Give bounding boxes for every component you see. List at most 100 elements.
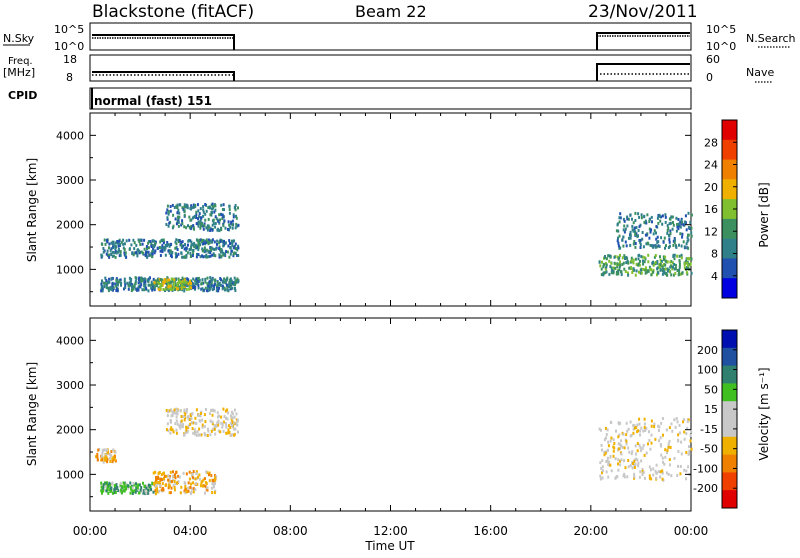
- power-cell: [108, 280, 111, 284]
- power-cell: [181, 240, 184, 244]
- velocity-cell: [603, 438, 606, 442]
- velocity-cell: [233, 415, 236, 419]
- velocity-cell: [213, 424, 216, 428]
- power-cell: [605, 263, 608, 267]
- velocity-colorbar-swatch: [722, 330, 737, 349]
- velocity-cell: [661, 469, 664, 473]
- power-cell: [119, 253, 122, 257]
- power-cell: [666, 231, 669, 235]
- power-cell: [151, 288, 154, 292]
- power-cell: [204, 203, 207, 206]
- power-cell: [669, 232, 672, 236]
- power-cell: [194, 243, 197, 247]
- velocity-cell: [636, 442, 639, 445]
- velocity-cell: [191, 412, 194, 416]
- power-cell: [618, 246, 621, 250]
- velocity-cell: [214, 482, 216, 485]
- power-cell: [683, 266, 686, 270]
- power-cell: [151, 252, 154, 256]
- nsky-label: N.Sky: [3, 32, 35, 45]
- power-cell: [172, 224, 175, 228]
- power-cell: [159, 254, 162, 257]
- velocity-cell: [233, 433, 236, 437]
- power-cell: [205, 209, 208, 213]
- velocity-ytick-label: 1000: [56, 468, 84, 481]
- velocity-cell: [122, 488, 125, 492]
- power-cell: [218, 283, 220, 287]
- power-cell: [166, 276, 169, 280]
- power-cell: [209, 229, 212, 232]
- velocity-cell: [174, 422, 177, 426]
- power-cell: [198, 215, 201, 219]
- power-cell: [235, 278, 238, 282]
- power-cell: [142, 251, 145, 255]
- power-cell: [662, 240, 665, 244]
- power-cell: [185, 246, 188, 250]
- power-cell: [649, 267, 652, 271]
- power-cell: [112, 254, 115, 258]
- power-cell: [223, 286, 226, 290]
- power-cell: [209, 246, 212, 250]
- power-cell: [162, 238, 165, 242]
- power-cell: [182, 280, 185, 284]
- power-cell: [105, 238, 108, 242]
- velocity-cell: [183, 489, 186, 493]
- power-cell: [205, 240, 208, 244]
- velocity-cell: [100, 454, 103, 458]
- power-cell: [171, 250, 174, 254]
- power-cell: [125, 255, 128, 259]
- power-cell: [231, 226, 234, 230]
- power-cell: [211, 207, 214, 211]
- power-cell: [236, 224, 239, 228]
- velocity-cell: [650, 433, 653, 437]
- power-cell: [659, 219, 662, 223]
- velocity-cell: [183, 408, 186, 412]
- power-cell: [236, 277, 239, 281]
- velocity-cell: [225, 416, 227, 420]
- velocity-cell: [170, 414, 173, 418]
- power-cell: [169, 242, 172, 246]
- power-cell: [114, 247, 117, 251]
- velocity-cell: [108, 456, 111, 460]
- power-cell: [617, 241, 620, 245]
- power-cell: [222, 215, 225, 219]
- velocity-cell: [688, 449, 691, 453]
- power-cell: [668, 238, 671, 242]
- power-cell: [211, 223, 214, 227]
- power-cell: [229, 282, 231, 286]
- velocity-cell: [172, 478, 175, 482]
- power-cell: [673, 267, 676, 271]
- power-cell: [190, 224, 193, 228]
- power-cell: [608, 272, 611, 276]
- power-cell: [195, 255, 198, 259]
- power-cell: [229, 225, 232, 229]
- power-cell: [156, 281, 159, 285]
- velocity-cell: [599, 474, 602, 478]
- power-cell: [136, 254, 139, 258]
- power-cell: [633, 229, 636, 233]
- power-cell: [218, 221, 221, 225]
- power-cell: [206, 282, 209, 286]
- velocity-cell: [600, 443, 603, 447]
- velocity-cell: [103, 448, 106, 452]
- power-cell: [644, 266, 647, 270]
- power-cell: [630, 266, 632, 270]
- velocity-cell: [119, 488, 122, 492]
- velocity-cell: [175, 428, 178, 432]
- velocity-cell: [636, 449, 639, 453]
- velocity-cell: [173, 488, 176, 492]
- velocity-cell: [146, 491, 149, 495]
- power-cell: [690, 226, 693, 230]
- power-cell: [672, 255, 675, 259]
- power-cell: [678, 270, 680, 274]
- power-cell: [686, 266, 689, 270]
- power-cell: [168, 278, 171, 282]
- velocity-cell: [104, 484, 107, 488]
- power-cell: [667, 227, 670, 230]
- velocity-cell: [131, 486, 134, 490]
- velocity-cell: [612, 454, 615, 458]
- velocity-cell: [152, 482, 155, 486]
- velocity-cell: [690, 429, 693, 433]
- power-cell: [167, 288, 170, 292]
- power-cell: [613, 255, 616, 259]
